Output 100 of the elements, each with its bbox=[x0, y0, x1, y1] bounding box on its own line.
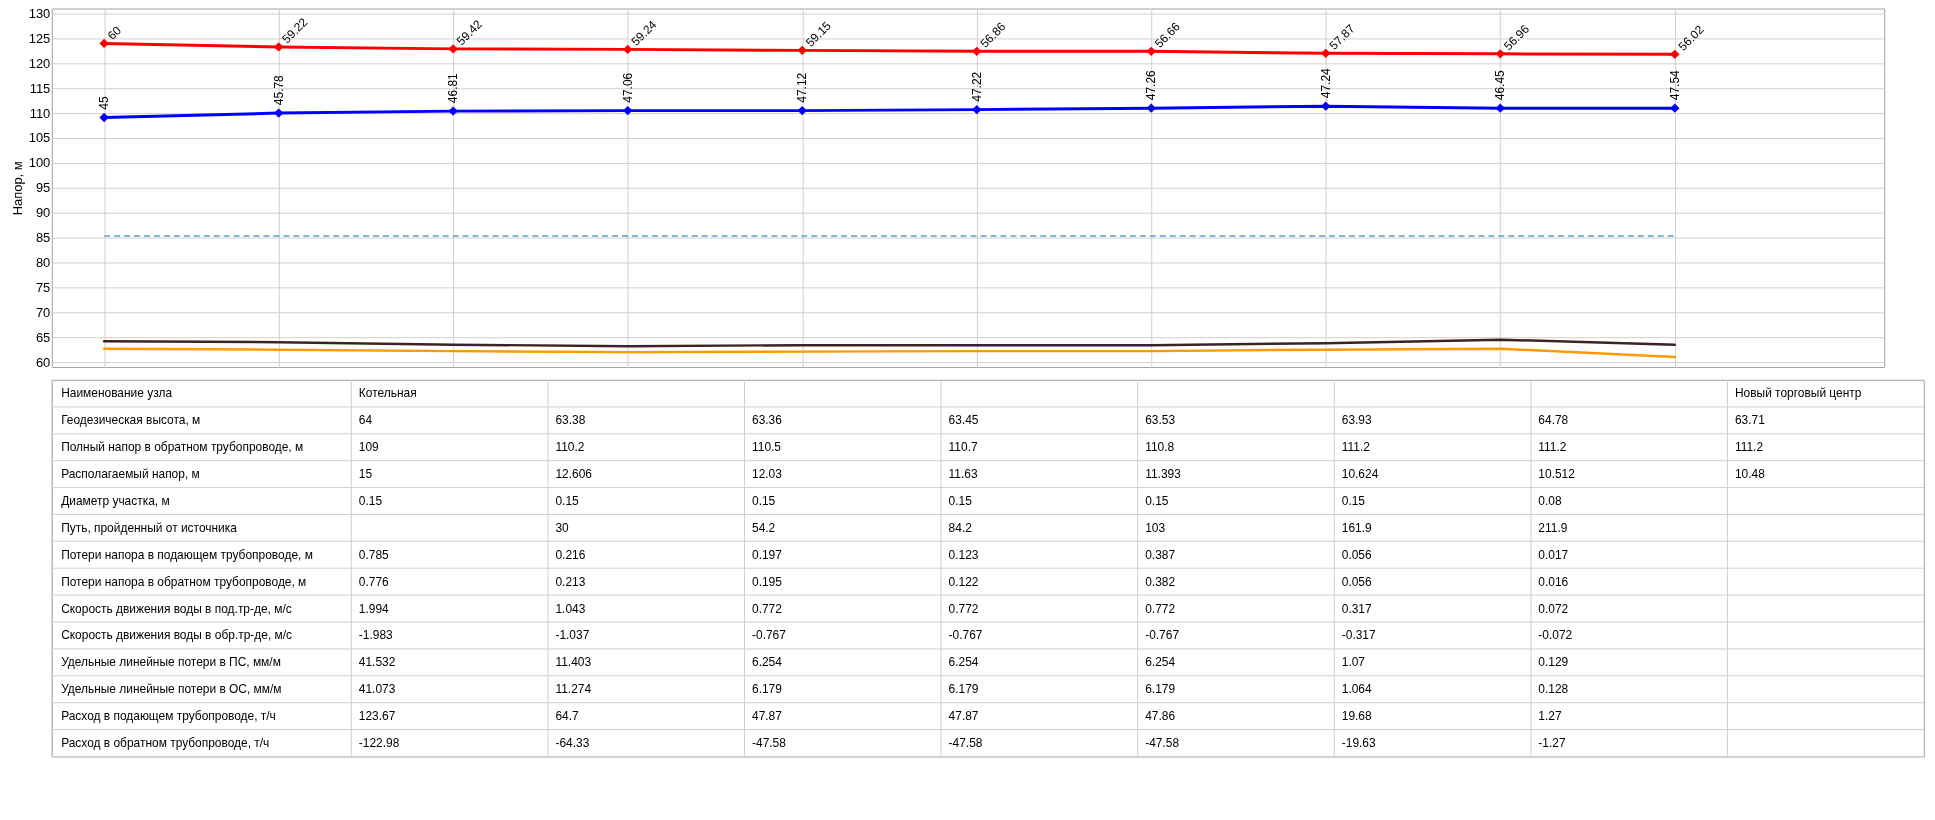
text: 0.123 bbox=[948, 547, 979, 562]
text: -0.072 bbox=[1538, 628, 1573, 643]
text: 11.274 bbox=[555, 682, 592, 697]
text: 0.056 bbox=[1341, 547, 1372, 562]
text: 0.772 bbox=[948, 601, 979, 616]
point bbox=[448, 44, 458, 54]
text: 6.254 bbox=[752, 655, 782, 670]
category-label: Потери напора в обратном трубопроводе, м bbox=[61, 574, 307, 589]
annotation: 47.22 bbox=[969, 71, 984, 102]
category-label: Скорость движения воды в обр.тр-де, м/с bbox=[61, 628, 293, 643]
text: -19.63 bbox=[1341, 735, 1376, 750]
text: 0.213 bbox=[555, 574, 586, 589]
text: 63.71 bbox=[1734, 413, 1765, 428]
text: 10.512 bbox=[1538, 467, 1575, 482]
text: -47.58 bbox=[948, 735, 983, 750]
text: 0.017 bbox=[1538, 547, 1569, 562]
text: -1.27 bbox=[1538, 735, 1566, 750]
y-tick-label: 120 bbox=[28, 55, 51, 71]
text: 54.2 bbox=[752, 520, 776, 535]
text: 0.072 bbox=[1538, 601, 1569, 616]
y-tick-label: 75 bbox=[35, 279, 51, 295]
text: 6.179 bbox=[1145, 682, 1176, 697]
text: 12.606 bbox=[555, 467, 592, 482]
text: 64.78 bbox=[1538, 413, 1569, 428]
y-tick-label: 100 bbox=[28, 155, 51, 171]
category-label: Располагаемый напор, м bbox=[61, 467, 200, 482]
text: 0.317 bbox=[1341, 601, 1372, 616]
text: -47.58 bbox=[752, 735, 786, 750]
text: -0.767 bbox=[948, 628, 983, 643]
text: 12.03 bbox=[752, 467, 782, 482]
text: 63.53 bbox=[1145, 413, 1176, 428]
text: 123.67 bbox=[358, 709, 396, 724]
y-tick-label: 80 bbox=[35, 254, 51, 270]
text: 41.073 bbox=[358, 682, 396, 697]
annotation: 47.24 bbox=[1318, 67, 1333, 99]
text: 0.15 bbox=[948, 493, 972, 508]
point bbox=[797, 45, 807, 56]
text: 64.7 bbox=[555, 709, 579, 724]
y-tick-label: 65 bbox=[35, 329, 51, 345]
text: 47.87 bbox=[752, 709, 782, 724]
text: 10.624 bbox=[1341, 467, 1379, 482]
text: 0.056 bbox=[1341, 574, 1372, 589]
y-tick-label: 70 bbox=[35, 304, 51, 320]
text: 111.2 bbox=[1341, 440, 1370, 455]
text: 0.129 bbox=[1538, 655, 1569, 670]
y-tick-label: 95 bbox=[35, 180, 51, 196]
text: 0.15 bbox=[1341, 493, 1366, 508]
text: -64.33 bbox=[555, 735, 590, 750]
text: 110.8 bbox=[1145, 440, 1175, 455]
annotation: 47.06 bbox=[620, 72, 635, 103]
y-tick-label: 105 bbox=[28, 130, 51, 146]
text: 110.2 bbox=[555, 440, 585, 455]
category-label: Геодезическая высота, м bbox=[61, 413, 201, 428]
annotation: 46.45 bbox=[1493, 69, 1508, 101]
text: 0.15 bbox=[555, 493, 579, 508]
text: 11.63 bbox=[948, 467, 978, 482]
text: 0.772 bbox=[1145, 601, 1176, 616]
category-label: Наименование узла bbox=[61, 386, 173, 401]
y-tick-label: 110 bbox=[29, 105, 51, 121]
annotation: 47.26 bbox=[1144, 69, 1159, 101]
annotation: 47.12 bbox=[795, 72, 810, 103]
text: 0.382 bbox=[1145, 574, 1176, 589]
line-series bbox=[102, 338, 1677, 348]
point bbox=[622, 44, 633, 55]
text: 0.08 bbox=[1538, 493, 1562, 508]
category-label: Удельные линейные потери в ПС, мм/м bbox=[61, 655, 281, 670]
text: 19.68 bbox=[1341, 709, 1372, 724]
text: 111.2 bbox=[1538, 440, 1567, 455]
category-label: Диаметр участка, м bbox=[61, 493, 170, 508]
category-label: Расход в подающем трубопроводе, т/ч bbox=[61, 709, 276, 724]
text: -47.58 bbox=[1145, 735, 1180, 750]
text: 1.27 bbox=[1538, 709, 1562, 724]
text: 0.772 bbox=[752, 601, 782, 616]
text: -0.767 bbox=[752, 628, 786, 643]
text: Котельная bbox=[358, 386, 417, 401]
text: 0.15 bbox=[358, 493, 383, 508]
point bbox=[99, 38, 109, 49]
text: -0.767 bbox=[1145, 628, 1180, 643]
text: 6.254 bbox=[1145, 655, 1176, 670]
text: 0.122 bbox=[948, 574, 979, 589]
text: 15 bbox=[358, 467, 373, 482]
line-series bbox=[102, 347, 1677, 359]
point bbox=[1495, 103, 1505, 113]
text: -0.317 bbox=[1341, 628, 1376, 643]
y-axis-title: Напор, м bbox=[9, 161, 25, 216]
text: 47.86 bbox=[1145, 709, 1176, 724]
annotation: 46.81 bbox=[446, 72, 461, 104]
text: 1.994 bbox=[358, 601, 389, 616]
point bbox=[1321, 48, 1331, 59]
y-tick-label: 60 bbox=[35, 354, 51, 370]
y-tick-label: 115 bbox=[29, 80, 51, 96]
text: 64 bbox=[358, 413, 373, 428]
text: 0.016 bbox=[1538, 574, 1569, 589]
text: 63.45 bbox=[948, 413, 979, 428]
text: 211.9 bbox=[1538, 520, 1568, 535]
point bbox=[972, 104, 982, 115]
text: -1.983 bbox=[358, 628, 393, 643]
text: 1.064 bbox=[1341, 682, 1372, 697]
y-tick-label: 125 bbox=[28, 30, 51, 46]
text: 110.5 bbox=[752, 440, 782, 455]
